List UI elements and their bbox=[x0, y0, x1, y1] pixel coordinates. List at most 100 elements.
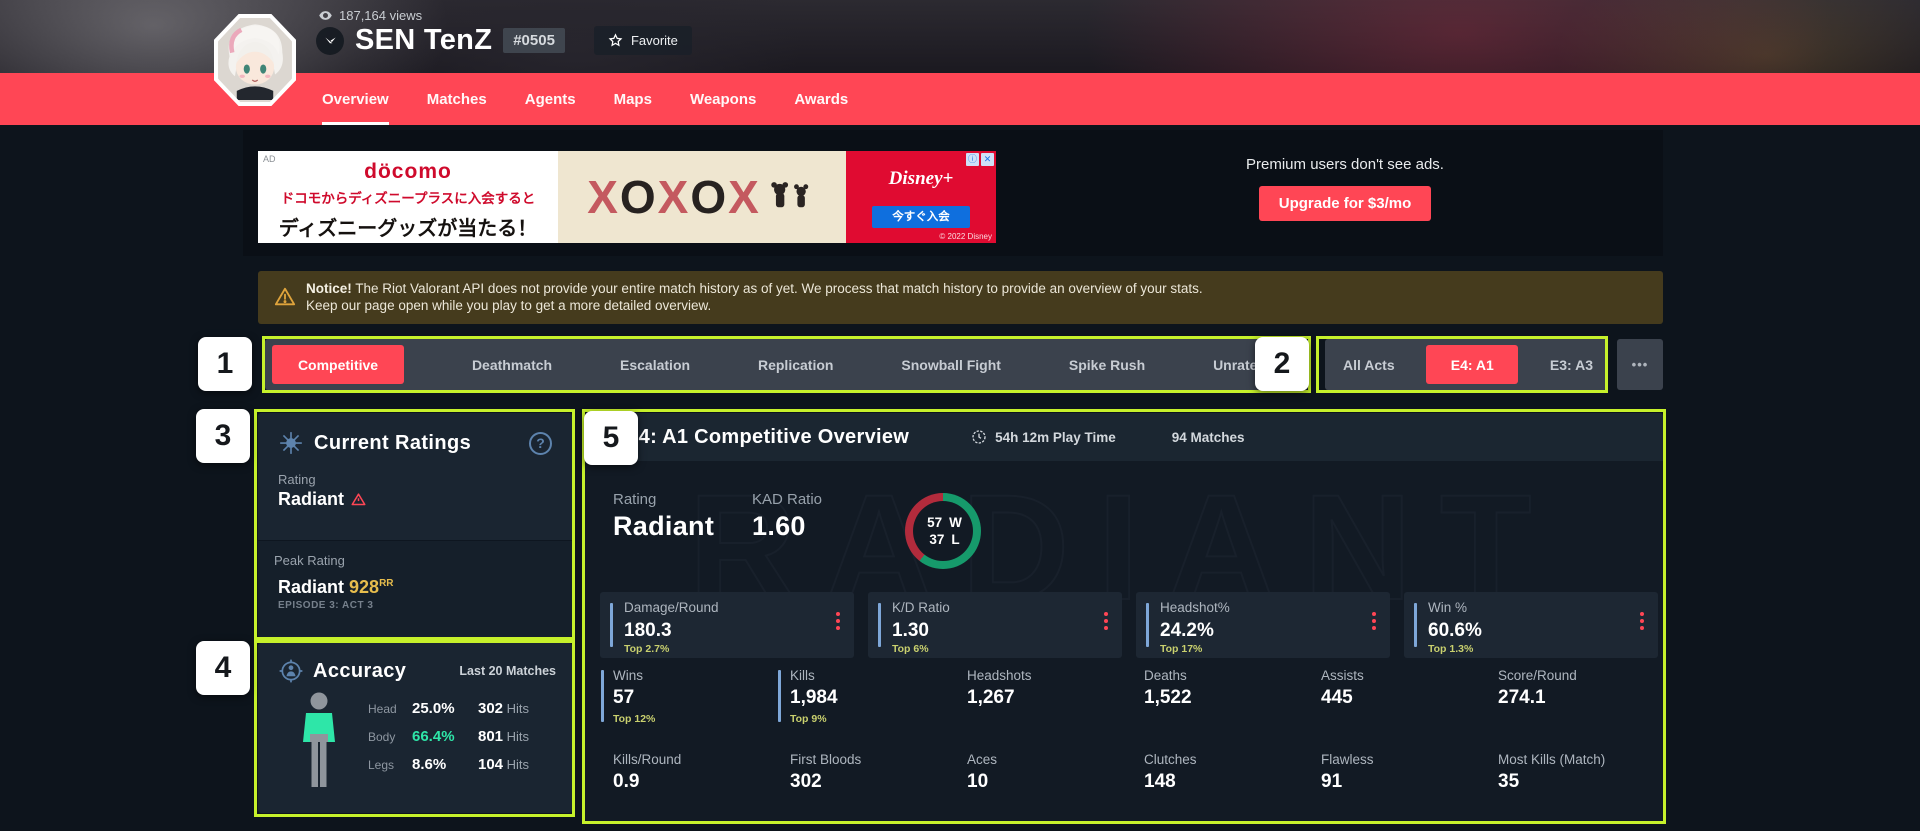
stat-top-percent: Top 6% bbox=[892, 643, 929, 655]
stat-top-percent: Top 12% bbox=[613, 713, 656, 725]
stat-cell-wins: Wins 57 Top 12% bbox=[601, 668, 778, 725]
docomo-logo: döcomo bbox=[364, 160, 452, 183]
accuracy-part-label: Legs bbox=[368, 758, 395, 772]
mode-tab-escalation[interactable]: Escalation bbox=[620, 356, 691, 373]
stat-label: Deaths bbox=[1144, 668, 1187, 683]
stat-card-damage-round: Damage/Round 180.3 Top 2.7% bbox=[600, 592, 854, 658]
accuracy-row-body: Body 66.4% 801 Hits bbox=[368, 728, 556, 745]
notice-banner: Notice! The Riot Valorant API does not p… bbox=[258, 271, 1663, 324]
upgrade-button[interactable]: Upgrade for $3/mo bbox=[1259, 186, 1431, 221]
stat-cell-assists: Assists 445 bbox=[1321, 668, 1486, 709]
favorite-label: Favorite bbox=[630, 33, 678, 48]
stat-label: Damage/Round bbox=[624, 600, 719, 615]
favorite-button[interactable]: Favorite bbox=[593, 26, 692, 55]
avatar-art bbox=[218, 18, 292, 100]
views-counter: 187,164 views bbox=[318, 8, 422, 23]
clock-icon bbox=[972, 430, 986, 444]
stat-value: 445 bbox=[1321, 687, 1353, 708]
mode-tab-competitive[interactable]: Competitive bbox=[272, 345, 404, 384]
stat-label: Most Kills (Match) bbox=[1498, 752, 1606, 767]
adchoices-icon[interactable]: ⓘ bbox=[966, 153, 979, 166]
overview-panel: E4: A1 Competitive Overview 54h 12m Play… bbox=[585, 413, 1663, 822]
peak-season-label: EPISODE 3: ACT 3 bbox=[278, 600, 374, 611]
tab-agents[interactable]: Agents bbox=[524, 90, 576, 108]
mode-tab-snowball-fight[interactable]: Snowball Fight bbox=[901, 356, 1001, 373]
overview-title: E4: A1 Competitive Overview bbox=[625, 425, 910, 448]
stat-cell-kills-round: Kills/Round 0.9 bbox=[613, 752, 778, 793]
tab-matches[interactable]: Matches bbox=[426, 90, 487, 108]
ad-headline: ドコモからディズニープラスに入会すると bbox=[280, 191, 536, 206]
mode-tab-replication[interactable]: Replication bbox=[757, 356, 834, 373]
nav-tabs: Overview Matches Agents Maps Weapons Awards bbox=[322, 73, 848, 125]
stat-label: Wins bbox=[613, 668, 643, 683]
act-tab-e4-a1[interactable]: E4: A1 bbox=[1426, 345, 1519, 384]
stat-value: 148 bbox=[1144, 771, 1176, 792]
winloss-donut: 57 W 37 L bbox=[905, 493, 981, 569]
tab-awards[interactable]: Awards bbox=[794, 90, 849, 108]
avatar-image bbox=[218, 18, 292, 102]
peak-rating-section: Peak Rating Radiant 928RR EPISODE 3: ACT… bbox=[258, 540, 572, 637]
stat-label: Flawless bbox=[1321, 752, 1374, 767]
overview-rating-label: Rating bbox=[613, 491, 657, 508]
mode-tabs: Competitive Deathmatch Escalation Replicati… bbox=[265, 339, 1308, 390]
ad-disney-section: Disney+ 今すぐ入会 © 2022 Disney bbox=[846, 151, 996, 243]
kebab-menu-icon[interactable] bbox=[1104, 612, 1108, 630]
stat-accent-bar bbox=[1146, 603, 1149, 647]
notice-text: The Riot Valorant API does not provide y… bbox=[355, 281, 1203, 296]
accuracy-hits: 302 Hits bbox=[478, 700, 530, 717]
notice-title: Notice! bbox=[306, 281, 352, 296]
player-tag-badge: #0505 bbox=[503, 28, 565, 53]
stat-value: 1.30 bbox=[892, 620, 929, 641]
ad-letter: X bbox=[657, 171, 689, 223]
ad-letter: O bbox=[690, 171, 727, 223]
stat-cell-clutches: Clutches 148 bbox=[1144, 752, 1309, 793]
stat-value: 1,267 bbox=[967, 687, 1015, 708]
tab-weapons[interactable]: Weapons bbox=[689, 90, 757, 108]
player-name: SEN TenZ bbox=[355, 24, 493, 56]
stat-label: First Bloods bbox=[790, 752, 862, 767]
notice-line-1: Notice! The Riot Valorant API does not p… bbox=[306, 280, 1643, 297]
kebab-menu-icon[interactable] bbox=[1372, 612, 1376, 630]
ad-banner[interactable]: AD döcomo ドコモからディズニープラスに入会すると ディズニーグッズが当… bbox=[258, 151, 996, 243]
mode-tab-unrated[interactable]: Unrated bbox=[1213, 356, 1266, 373]
act-tab-e3-a3[interactable]: E3: A3 bbox=[1549, 356, 1593, 373]
ad-cta-button[interactable]: 今すぐ入会 bbox=[872, 206, 970, 228]
accuracy-percent: 8.6% bbox=[412, 756, 447, 773]
stat-value: 274.1 bbox=[1498, 687, 1546, 708]
premium-message: Premium users don't see ads. bbox=[1246, 156, 1444, 173]
act-tabs: All Acts E4: A1 E3: A3 bbox=[1325, 339, 1607, 390]
peak-rr-suffix: RR bbox=[379, 578, 394, 589]
winloss-text: 57 W 37 L bbox=[905, 493, 981, 569]
more-acts-button[interactable]: ••• bbox=[1617, 339, 1663, 390]
tab-overview[interactable]: Overview bbox=[322, 73, 389, 125]
tab-maps[interactable]: Maps bbox=[613, 90, 652, 108]
stat-label: Kills/Round bbox=[613, 752, 682, 767]
ad-label: AD bbox=[263, 154, 276, 164]
kebab-menu-icon[interactable] bbox=[1640, 612, 1644, 630]
stat-value: 60.6% bbox=[1428, 620, 1482, 641]
kebab-menu-icon[interactable] bbox=[836, 612, 840, 630]
mode-tab-deathmatch[interactable]: Deathmatch bbox=[471, 356, 553, 373]
ad-controls: ⓘ ✕ bbox=[966, 153, 994, 166]
current-ratings-title: Current Ratings bbox=[314, 431, 472, 454]
annotation-number-2: 2 bbox=[1255, 337, 1309, 391]
stat-label: Assists bbox=[1321, 668, 1364, 683]
stat-value: 35 bbox=[1498, 771, 1520, 792]
stat-top-percent: Top 17% bbox=[1160, 643, 1203, 655]
rating-value: Radiant bbox=[278, 489, 345, 509]
mode-tab-spike-rush[interactable]: Spike Rush bbox=[1068, 356, 1146, 373]
ad-docomo-section: döcomo ドコモからディズニープラスに入会すると ディズニーグッズが当たる！ bbox=[258, 151, 558, 243]
stat-value: 91 bbox=[1321, 771, 1343, 792]
stat-label: Headshot% bbox=[1160, 600, 1230, 615]
peak-rating-value: Radiant bbox=[278, 577, 345, 597]
accuracy-rows: Head 25.0% 302 Hits Body 66.4% 801 Hits Legs 8.… bbox=[368, 700, 556, 792]
rating-label: Rating bbox=[278, 472, 316, 487]
matches-count: 94 Matches bbox=[1171, 429, 1245, 445]
help-icon[interactable]: ? bbox=[529, 431, 552, 455]
views-count: 187,164 views bbox=[339, 8, 423, 23]
ad-close-icon[interactable]: ✕ bbox=[981, 153, 994, 166]
ad-letter: X bbox=[728, 171, 759, 223]
annotation-number-3: 3 bbox=[196, 409, 250, 463]
act-tab-all-acts[interactable]: All Acts bbox=[1343, 356, 1395, 373]
accuracy-hits-value: 302 bbox=[478, 700, 504, 717]
